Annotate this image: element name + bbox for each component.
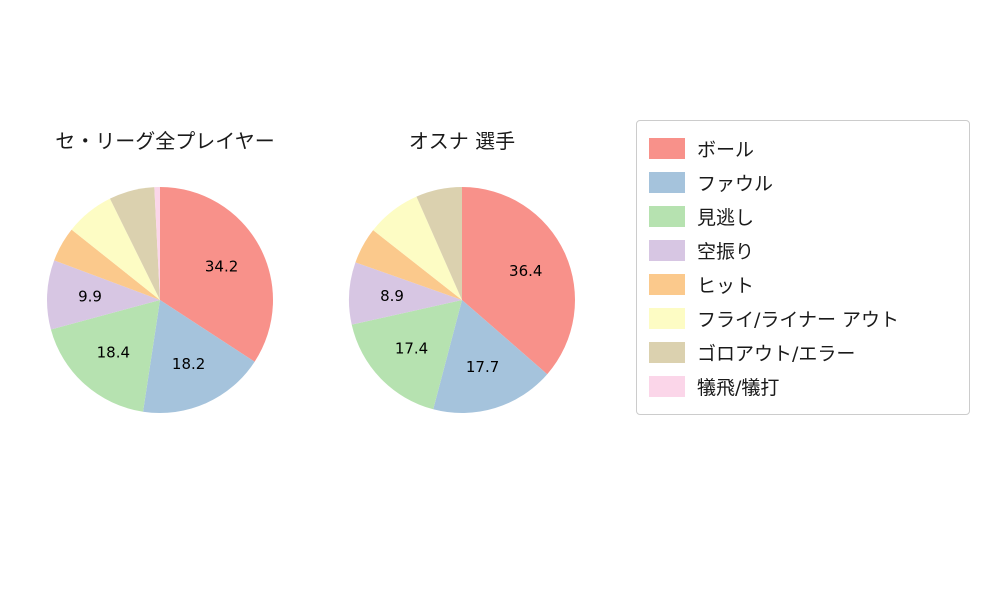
pie-slice-7 xyxy=(154,187,160,300)
pie-data-label: 34.2 xyxy=(205,258,238,276)
legend-swatch-called-strike xyxy=(649,205,685,227)
pie-slice-6 xyxy=(416,187,462,300)
legend-swatch-swinging-miss xyxy=(649,239,685,261)
legend-label-swinging-miss: 空振り xyxy=(697,240,755,263)
pie-slice-3 xyxy=(349,262,462,325)
legend-label-foul: ファウル xyxy=(697,172,774,195)
legend-label-fly-liner-out: フライ/ライナー アウト xyxy=(697,309,900,332)
pie-title-left: セ・リーグ全プレイヤー xyxy=(55,129,275,153)
legend-item-fly-liner-out: フライ/ライナー アウト xyxy=(649,305,957,332)
pie-chart-player: 36.4 17.7 17.4 8.9 xyxy=(349,187,575,413)
legend-item-groundout-error: ゴロアウト/エラー xyxy=(649,339,957,366)
pie-slice-4 xyxy=(54,229,160,300)
pie-data-label: 18.2 xyxy=(172,355,205,373)
legend-item-swinging-miss: 空振り xyxy=(649,237,957,264)
pie-slice-4 xyxy=(355,230,462,300)
pie-data-label: 9.9 xyxy=(78,288,102,306)
legend-item-hit: ヒット xyxy=(649,271,957,298)
legend-item-sacrifice: 犠飛/犠打 xyxy=(649,373,957,400)
legend-swatch-fly-liner-out xyxy=(649,308,685,330)
pie-data-label: 8.9 xyxy=(380,287,404,305)
pie-title-right: オスナ 選手 xyxy=(408,129,516,153)
legend-swatch-hit xyxy=(649,274,685,296)
pie-slice-1 xyxy=(143,300,255,413)
pie-data-label: 17.7 xyxy=(466,358,499,376)
legend: ボール ファウル 見逃し 空振り ヒット フライ/ライナー アウト ゴロアウト/… xyxy=(636,120,970,415)
pie-slice-2 xyxy=(50,300,160,412)
pie-slice-6 xyxy=(109,187,160,300)
pie-slice-3 xyxy=(46,260,160,330)
legend-label-sacrifice: 犠飛/犠打 xyxy=(697,377,780,400)
legend-swatch-sacrifice xyxy=(649,376,685,398)
legend-item-ball: ボール xyxy=(649,135,957,162)
legend-swatch-foul xyxy=(649,171,685,193)
legend-label-called-strike: 見逃し xyxy=(697,206,755,229)
pie-data-label: 36.4 xyxy=(509,262,542,280)
pie-chart-league: 34.2 18.2 18.4 9.9 xyxy=(46,187,273,413)
legend-swatch-groundout-error xyxy=(649,342,685,364)
legend-item-called-strike: 見逃し xyxy=(649,203,957,230)
pie-slice-0 xyxy=(160,187,273,362)
pie-data-label: 17.4 xyxy=(395,340,428,358)
pie-slice-5 xyxy=(373,196,462,300)
pie-slice-0 xyxy=(462,187,575,375)
legend-label-groundout-error: ゴロアウト/エラー xyxy=(697,343,856,366)
legend-label-ball: ボール xyxy=(697,138,755,161)
pie-slice-1 xyxy=(433,300,548,413)
legend-label-hit: ヒット xyxy=(697,275,755,298)
legend-item-foul: ファウル xyxy=(649,169,957,196)
pie-data-label: 18.4 xyxy=(97,343,130,361)
pie-slice-5 xyxy=(71,198,160,300)
pie-slice-2 xyxy=(351,300,462,410)
legend-swatch-ball xyxy=(649,137,685,159)
